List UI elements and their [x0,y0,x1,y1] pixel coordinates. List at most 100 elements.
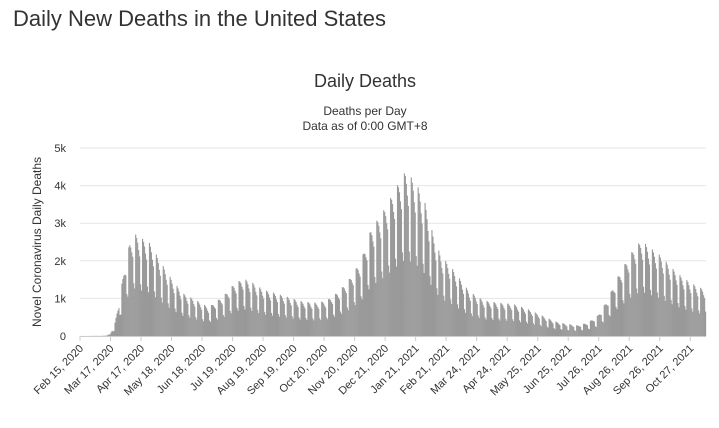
bar [199,304,201,336]
bar [293,298,295,336]
bar [518,311,520,336]
bar [376,220,378,336]
bar [491,317,493,336]
bar [431,230,433,336]
bar [359,276,361,336]
bar [314,302,316,336]
bar [369,232,371,336]
bar [635,263,637,336]
bar [389,272,391,336]
y-tick-label: 5k [54,143,66,155]
bar [383,210,385,336]
bar [632,252,634,336]
bar [594,326,596,336]
bar [460,284,463,336]
bar [397,187,400,336]
bar [280,296,282,336]
bar [204,304,206,336]
bar [681,280,683,336]
bar [553,328,555,336]
bar [592,321,594,336]
bar [144,253,147,336]
bar [434,252,436,336]
bar [301,302,303,336]
bar [230,313,232,336]
bar [201,309,203,336]
bar [423,272,425,336]
bar [607,305,609,336]
bar [268,294,270,336]
bar [562,323,564,336]
bar [131,252,133,336]
bar [409,261,411,336]
bar [626,265,628,336]
bar [269,300,272,336]
bar [473,295,475,336]
bar [162,266,164,336]
bar [276,302,278,336]
bar [164,273,166,336]
bar [321,301,323,336]
bar [466,290,468,336]
bar [616,309,618,336]
bar [283,303,285,336]
bar [345,293,347,336]
bar [183,293,185,336]
bar [461,289,464,336]
bar [385,216,387,336]
bar [684,305,686,336]
bar [265,314,267,336]
bar [525,321,528,336]
bar [343,288,345,336]
bar [700,287,702,336]
bar [392,203,394,336]
bar [360,296,362,336]
bar [112,331,114,336]
bar [166,284,168,336]
bar [670,299,672,336]
bar [223,316,225,336]
bar [697,296,699,336]
bar [194,306,196,336]
bar [270,312,273,336]
bar [395,266,398,336]
bar [692,311,694,336]
bar [496,306,498,336]
bar [272,292,275,336]
bar [207,312,210,336]
bar [363,253,365,336]
bar [188,315,190,336]
bar [659,257,661,336]
bar [415,256,417,336]
bar [328,299,330,336]
bar [132,256,134,336]
bar [247,284,249,336]
bar [304,308,306,336]
bar [212,305,215,336]
bar [122,278,124,336]
bar [255,291,257,336]
bar [259,287,261,336]
bar [621,282,623,336]
bar [147,292,150,336]
bar [625,264,627,336]
bar [663,295,665,336]
bar [211,305,214,336]
bar [243,305,245,336]
bar [667,268,669,336]
bar [338,299,340,336]
bar [498,318,500,336]
bar [576,325,578,336]
bar [483,307,485,336]
bar [549,319,551,336]
bar [534,312,536,336]
bar [107,334,109,336]
bar [158,269,160,336]
bar [292,318,294,336]
bar [568,330,570,336]
y-tick-label: 2k [54,256,66,268]
bar [324,305,326,336]
bar [130,247,132,336]
bar [612,290,614,336]
